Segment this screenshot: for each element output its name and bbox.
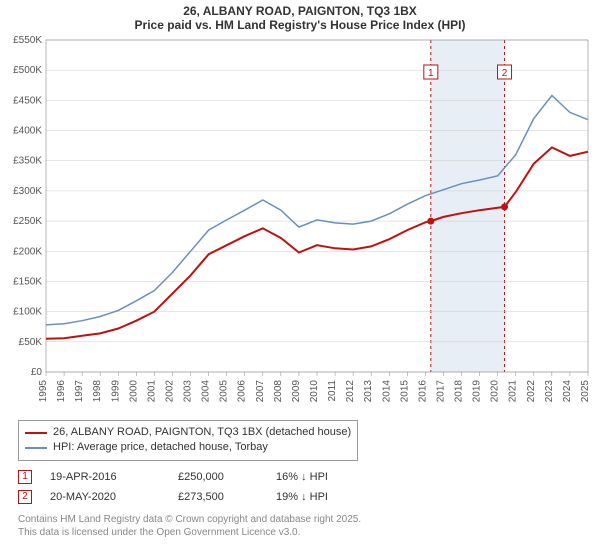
svg-text:£300K: £300K (13, 186, 42, 197)
chart-area: £0 £50K £100K £150K £200K £250K £300K £350K £400… (0, 34, 600, 414)
chart-title: 26, ALBANY ROAD, PAIGNTON, TQ3 1BX Price… (0, 0, 600, 34)
svg-text:2007: 2007 (255, 380, 266, 403)
legend-label: HPI: Average price, detached house, Torb… (53, 440, 268, 455)
svg-text:2008: 2008 (273, 380, 284, 403)
legend-swatch (25, 447, 47, 449)
svg-text:2010: 2010 (309, 380, 320, 403)
svg-text:2015: 2015 (399, 380, 410, 403)
svg-text:2022: 2022 (526, 380, 537, 403)
legend: 26, ALBANY ROAD, PAIGNTON, TQ3 1BX (deta… (18, 420, 358, 461)
sale-marker: 1 (18, 470, 32, 484)
sale-date: 19-APR-2016 (50, 471, 160, 483)
svg-text:2004: 2004 (201, 380, 212, 403)
legend-item: 26, ALBANY ROAD, PAIGNTON, TQ3 1BX (deta… (25, 425, 351, 440)
svg-text:2005: 2005 (219, 380, 230, 403)
copyright: Contains HM Land Registry data © Crown c… (18, 513, 586, 539)
sale-price: £250,000 (178, 471, 258, 483)
title-address: 26, ALBANY ROAD, PAIGNTON, TQ3 1BX (0, 4, 600, 18)
svg-text:£100K: £100K (13, 307, 42, 318)
svg-text:2017: 2017 (435, 380, 446, 403)
svg-text:2019: 2019 (472, 380, 483, 403)
sale-point-1 (427, 218, 434, 225)
sale-marker: 2 (18, 490, 32, 504)
chart-footer: 26, ALBANY ROAD, PAIGNTON, TQ3 1BX (deta… (18, 420, 586, 539)
svg-text:2020: 2020 (490, 380, 501, 403)
svg-text:2021: 2021 (508, 380, 519, 403)
svg-text:£250K: £250K (13, 216, 42, 227)
svg-text:£400K: £400K (13, 126, 42, 137)
svg-text:1996: 1996 (56, 380, 67, 403)
svg-text:£200K: £200K (13, 246, 42, 257)
svg-text:1995: 1995 (38, 380, 49, 403)
svg-text:£500K: £500K (13, 65, 42, 76)
copyright-line2: This data is licensed under the Open Gov… (18, 526, 586, 539)
legend-item: HPI: Average price, detached house, Torb… (25, 440, 351, 455)
sale-row: 1 19-APR-2016 £250,000 16% ↓ HPI (18, 467, 586, 487)
sale-label-1: 1 (428, 68, 434, 79)
svg-text:£550K: £550K (13, 35, 42, 46)
svg-text:£350K: £350K (13, 156, 42, 167)
svg-text:2006: 2006 (237, 380, 248, 403)
svg-text:2023: 2023 (544, 380, 555, 403)
svg-text:£50K: £50K (19, 337, 43, 348)
legend-label: 26, ALBANY ROAD, PAIGNTON, TQ3 1BX (deta… (53, 425, 351, 440)
svg-text:2016: 2016 (417, 380, 428, 403)
svg-text:2001: 2001 (146, 380, 157, 403)
svg-text:1997: 1997 (74, 380, 85, 403)
svg-text:2003: 2003 (183, 380, 194, 403)
svg-text:1999: 1999 (110, 380, 121, 403)
sale-point-2 (501, 203, 508, 210)
title-subtitle: Price paid vs. HM Land Registry's House … (0, 18, 600, 32)
svg-text:2025: 2025 (580, 380, 591, 403)
svg-text:£150K: £150K (13, 276, 42, 287)
svg-text:1998: 1998 (92, 380, 103, 403)
svg-text:2014: 2014 (381, 380, 392, 403)
svg-text:2013: 2013 (363, 380, 374, 403)
legend-swatch (25, 432, 47, 434)
line-chart: £0 £50K £100K £150K £200K £250K £300K £350K £400… (0, 34, 600, 414)
sale-delta: 19% ↓ HPI (276, 491, 328, 503)
sale-row: 2 20-MAY-2020 £273,500 19% ↓ HPI (18, 487, 586, 507)
svg-text:2012: 2012 (345, 380, 356, 403)
sale-delta: 16% ↓ HPI (276, 471, 328, 483)
svg-text:2000: 2000 (128, 380, 139, 403)
svg-text:2024: 2024 (562, 380, 573, 403)
svg-text:2018: 2018 (454, 380, 465, 403)
svg-text:£450K: £450K (13, 95, 42, 106)
sale-date: 20-MAY-2020 (50, 491, 160, 503)
svg-text:2002: 2002 (164, 380, 175, 403)
sale-price: £273,500 (178, 491, 258, 503)
svg-text:£0: £0 (31, 367, 43, 378)
copyright-line1: Contains HM Land Registry data © Crown c… (18, 513, 586, 526)
sale-label-2: 2 (502, 68, 508, 79)
svg-text:2009: 2009 (291, 380, 302, 403)
svg-text:2011: 2011 (327, 380, 338, 402)
